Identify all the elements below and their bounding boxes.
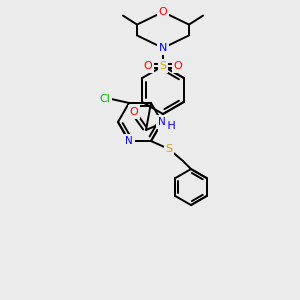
Text: O: O <box>130 107 138 117</box>
Text: O: O <box>174 61 182 71</box>
Text: S: S <box>159 61 167 71</box>
Text: N: N <box>159 43 167 53</box>
Text: S: S <box>165 144 172 154</box>
Text: N: N <box>158 117 166 127</box>
Text: N: N <box>125 136 133 146</box>
Text: Cl: Cl <box>100 94 110 104</box>
Text: O: O <box>159 7 167 17</box>
Text: O: O <box>144 61 152 71</box>
Text: NH: NH <box>160 121 176 131</box>
